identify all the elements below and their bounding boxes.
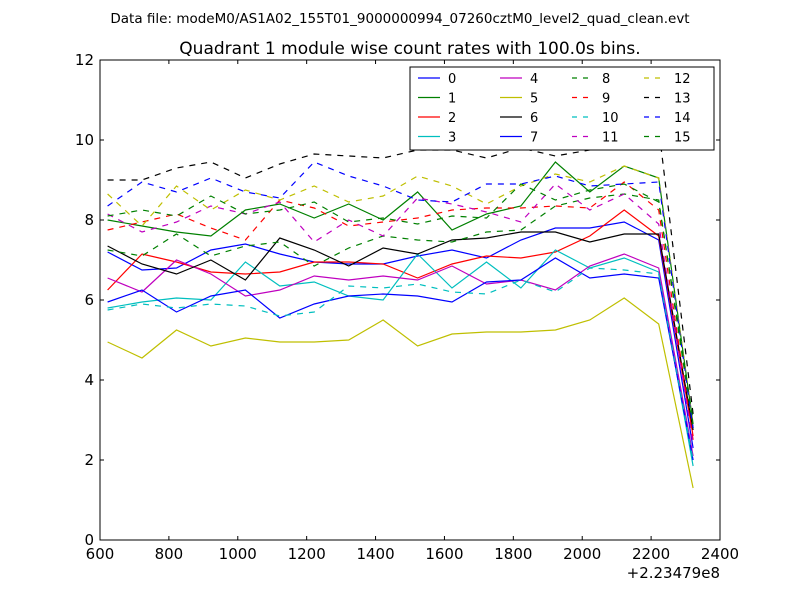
series-line-14 bbox=[107, 161, 694, 429]
x-tick-label: 1400 bbox=[356, 545, 394, 563]
legend-frame bbox=[409, 66, 715, 151]
chart-title: Quadrant 1 module wise count rates with … bbox=[179, 39, 640, 59]
series-line-15 bbox=[107, 183, 694, 421]
series-line-2 bbox=[107, 209, 694, 437]
x-tick-label: 2000 bbox=[563, 545, 601, 563]
legend-label-6: 6 bbox=[530, 111, 538, 126]
x-offset-label: +2.23479e8 bbox=[627, 564, 720, 582]
data-file-title: Data file: modeM0/AS1A02_155T01_90000009… bbox=[110, 11, 689, 27]
series-line-9 bbox=[107, 181, 694, 441]
x-tick-label: 800 bbox=[155, 545, 184, 563]
x-tick-label: 1600 bbox=[425, 545, 463, 563]
legend-label-15: 15 bbox=[674, 131, 691, 146]
series-line-12 bbox=[107, 165, 694, 425]
legend-label-5: 5 bbox=[530, 92, 538, 107]
legend-label-10: 10 bbox=[602, 111, 619, 126]
legend-label-0: 0 bbox=[448, 72, 456, 87]
legend-label-8: 8 bbox=[602, 72, 610, 87]
x-tick-label: 2200 bbox=[632, 545, 670, 563]
series-line-1 bbox=[107, 161, 694, 425]
legend-label-1: 1 bbox=[448, 92, 456, 107]
legend-label-3: 3 bbox=[448, 131, 456, 146]
legend-label-12: 12 bbox=[674, 72, 691, 87]
legend-label-14: 14 bbox=[674, 111, 691, 126]
legend-label-2: 2 bbox=[448, 111, 456, 126]
series-line-8 bbox=[107, 193, 694, 429]
series-line-10 bbox=[107, 267, 694, 461]
legend-label-4: 4 bbox=[530, 72, 538, 87]
series-line-7 bbox=[107, 257, 694, 461]
x-tick-label: 2400 bbox=[701, 545, 739, 563]
y-tick-label: 2 bbox=[84, 451, 94, 469]
legend-label-9: 9 bbox=[602, 92, 610, 107]
y-tick-label: 0 bbox=[84, 531, 94, 549]
series-line-5 bbox=[107, 297, 694, 489]
series-layer bbox=[107, 105, 694, 489]
series-line-6 bbox=[107, 231, 694, 431]
x-tick-label: 1800 bbox=[494, 545, 532, 563]
plot-frame bbox=[99, 59, 721, 541]
legend-label-13: 13 bbox=[674, 92, 691, 107]
series-line-3 bbox=[107, 249, 694, 467]
legend-label-11: 11 bbox=[602, 131, 619, 146]
y-tick-label: 6 bbox=[84, 291, 94, 309]
y-tick-label: 12 bbox=[75, 51, 94, 69]
series-line-11 bbox=[107, 183, 694, 445]
legend-label-7: 7 bbox=[530, 131, 538, 146]
x-tick-label: 1200 bbox=[288, 545, 326, 563]
y-tick-label: 8 bbox=[84, 211, 94, 229]
ticks-layer: 600 800 1000 1200 1400 1600 1800 2000 2200 2400 0 2… bbox=[75, 51, 739, 563]
y-tick-label: 10 bbox=[75, 131, 94, 149]
y-tick-label: 4 bbox=[84, 371, 94, 389]
x-tick-label: 1000 bbox=[219, 545, 257, 563]
x-tick-label: 600 bbox=[86, 545, 115, 563]
series-line-0 bbox=[107, 221, 694, 449]
series-line-4 bbox=[107, 253, 694, 457]
